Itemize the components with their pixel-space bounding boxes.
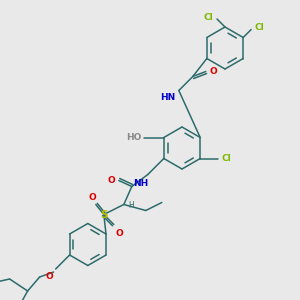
Text: Cl: Cl (203, 13, 213, 22)
Text: O: O (89, 194, 97, 202)
Text: O: O (107, 176, 115, 185)
Text: Cl: Cl (221, 154, 231, 163)
Text: S: S (100, 211, 108, 220)
Text: O: O (116, 229, 124, 238)
Text: H: H (128, 200, 134, 209)
Text: O: O (46, 272, 54, 281)
Text: HO: HO (126, 133, 142, 142)
Text: Cl: Cl (254, 23, 264, 32)
Text: HN: HN (160, 94, 176, 103)
Text: O: O (210, 67, 218, 76)
Text: NH: NH (134, 179, 149, 188)
